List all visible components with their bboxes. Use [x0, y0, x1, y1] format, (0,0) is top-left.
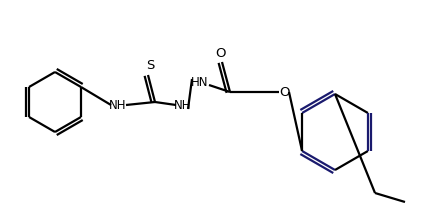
Text: S: S	[146, 59, 154, 72]
Text: NH: NH	[174, 99, 192, 112]
Text: O: O	[215, 46, 225, 59]
Text: HN: HN	[191, 75, 209, 88]
Text: NH: NH	[109, 99, 127, 112]
Text: O: O	[279, 86, 289, 99]
